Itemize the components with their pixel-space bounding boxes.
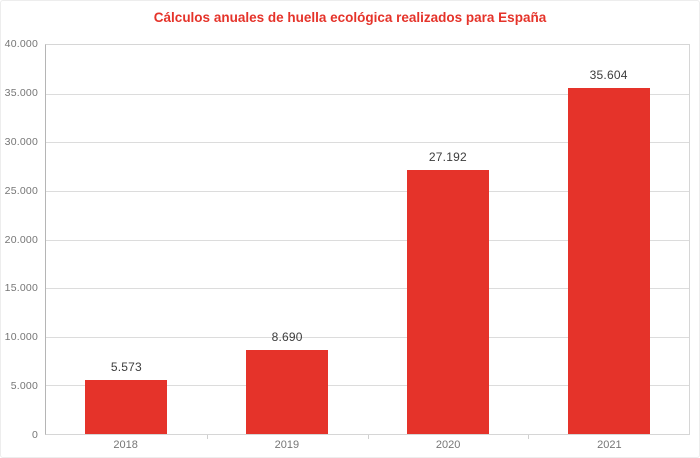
y-tick-label: 5.000 bbox=[10, 380, 38, 393]
plot-area: 5.573 8.690 27.192 35.604 bbox=[45, 44, 690, 439]
y-tick-label: 40.000 bbox=[4, 38, 38, 50]
x-tick-label: 2019 bbox=[274, 439, 300, 451]
y-tick-label: 15.000 bbox=[4, 282, 38, 295]
gridline bbox=[46, 190, 689, 192]
gridline bbox=[46, 93, 689, 95]
x-tick-label: 2020 bbox=[435, 439, 461, 451]
axis-tick bbox=[367, 435, 369, 439]
bar-value-label: 8.690 bbox=[271, 329, 303, 344]
bar-2021 bbox=[567, 87, 650, 434]
chart-title: Cálculos anuales de huella ecológica rea… bbox=[153, 10, 547, 25]
gridline bbox=[46, 336, 689, 338]
y-tick-label: 35.000 bbox=[4, 86, 38, 99]
y-tick-label: 0 bbox=[31, 429, 38, 441]
bar-2020 bbox=[406, 169, 489, 434]
y-tick-label: 30.000 bbox=[4, 135, 38, 148]
y-tick-label: 10.000 bbox=[4, 331, 38, 344]
y-tick-label: 25.000 bbox=[4, 184, 38, 197]
gridline bbox=[46, 288, 689, 290]
bar-2018 bbox=[85, 379, 168, 434]
bar-value-label: 5.573 bbox=[110, 359, 142, 374]
bar-value-label: 35.604 bbox=[589, 67, 628, 82]
axis-tick bbox=[206, 435, 208, 439]
axis-tick bbox=[528, 435, 530, 439]
gridline bbox=[46, 142, 689, 144]
gridline bbox=[46, 239, 689, 241]
gridline bbox=[46, 385, 689, 387]
x-axis-labels: 2018 2019 2020 2021 bbox=[45, 439, 690, 453]
bar-value-label: 27.192 bbox=[428, 149, 467, 164]
x-tick-label: 2018 bbox=[113, 439, 138, 451]
y-axis-labels: 40.000 35.000 30.000 25.000 20.000 15.000 10.0… bbox=[1, 38, 38, 441]
x-tick-label: 2021 bbox=[597, 439, 622, 451]
y-tick-label: 20.000 bbox=[4, 233, 38, 246]
bar-2019 bbox=[246, 349, 329, 434]
